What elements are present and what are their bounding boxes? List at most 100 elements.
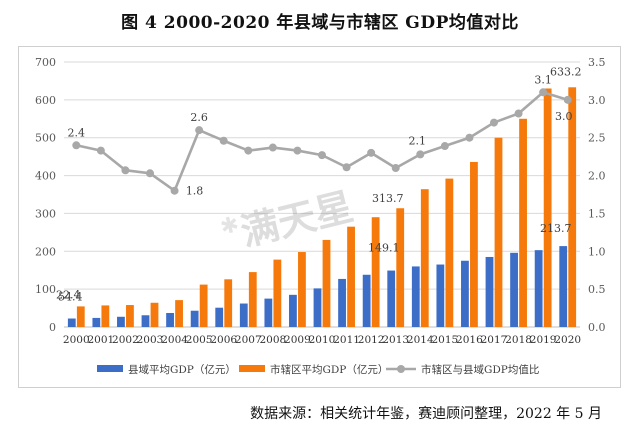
x-tick-label: 2013 [382, 334, 409, 346]
bar-county [117, 316, 125, 327]
data-label: 22.4 [56, 289, 81, 302]
data-label: 1.8 [186, 185, 204, 198]
ratio-point [244, 146, 253, 155]
watermark-star-icon: ✱ [218, 212, 242, 241]
x-tick-label: 2017 [481, 334, 508, 346]
bar-district [199, 284, 208, 327]
bar-district [248, 272, 257, 327]
ratio-point [342, 163, 351, 172]
x-tick-label: 2009 [284, 334, 311, 346]
bar-district [76, 306, 85, 327]
x-tick-label: 2019 [530, 334, 557, 346]
ratio-point [318, 151, 326, 160]
ratio-point [195, 126, 204, 135]
bar-county [166, 312, 174, 327]
bar-county [387, 270, 396, 327]
y-right-tick-label: 1.0 [588, 245, 606, 258]
y-left-tick-label: 500 [35, 132, 56, 145]
x-tick-label: 2000 [63, 334, 90, 346]
bar-county [534, 250, 543, 327]
y-left-tick-label: 200 [35, 245, 56, 258]
ratio-point [96, 146, 105, 155]
x-tick-label: 2004 [161, 334, 188, 346]
legend-marker [397, 365, 405, 373]
y-right-tick-label: 0.5 [588, 283, 606, 296]
y-right-tick-label: 3.5 [588, 56, 606, 69]
x-tick-label: 2016 [456, 334, 483, 346]
bar-county [362, 274, 371, 327]
data-label: 2.4 [68, 126, 86, 139]
legend-swatch [97, 365, 123, 372]
data-label: 3.1 [534, 73, 552, 86]
x-tick-label: 2010 [309, 334, 336, 346]
ratio-point [563, 95, 572, 104]
data-label: 2.1 [409, 134, 427, 147]
x-tick-label: 2003 [137, 334, 164, 346]
y-left-tick-label: 300 [35, 207, 56, 220]
bar-county [313, 288, 322, 327]
bar-district [494, 137, 503, 327]
legend-swatch [239, 365, 265, 372]
legend-label: 县域平均GDP（亿元） [128, 363, 236, 376]
legend-label: 市辖区与县域GDP均值比 [421, 363, 539, 376]
bar-district [543, 88, 552, 327]
bar-district [470, 161, 478, 327]
y-left-tick-label: 400 [35, 170, 56, 183]
x-tick-label: 2005 [186, 334, 213, 346]
bar-county [510, 252, 518, 327]
legend-label: 市辖区平均GDP（亿元） [270, 363, 388, 376]
bar-county [92, 317, 101, 327]
ratio-point [465, 133, 474, 142]
bar-county [461, 260, 469, 327]
y-left-tick-label: 0 [49, 321, 56, 334]
chart-title: 图 4 2000-2020 年县域与市辖区 GDP均值对比 [121, 13, 519, 33]
bar-district [224, 279, 233, 327]
y-left-tick-label: 600 [35, 94, 56, 107]
data-label: 2.6 [190, 111, 208, 124]
x-tick-label: 2002 [112, 334, 139, 346]
bar-district [347, 226, 355, 327]
bar-county [436, 264, 445, 327]
y-right-tick-label: 3.0 [588, 94, 606, 107]
bar-county [338, 278, 346, 327]
bar-district [445, 178, 454, 327]
bar-county [67, 318, 76, 327]
data-label: 313.7 [372, 192, 404, 205]
ratio-point [490, 118, 498, 127]
data-label: 213.7 [540, 222, 572, 235]
bar-district [568, 87, 577, 327]
bar-district [101, 305, 110, 327]
ratio-point [146, 169, 154, 178]
data-label: 54.4 [58, 290, 83, 303]
y-right-tick-label: 1.5 [588, 207, 606, 220]
x-tick-label: 2007 [235, 334, 262, 346]
y-left-tick-label: 100 [35, 283, 56, 296]
ratio-point [170, 186, 179, 195]
bar-county [289, 294, 297, 327]
y-right-tick-label: 2.5 [588, 132, 606, 145]
bar-county [239, 303, 248, 327]
ratio-point [72, 141, 81, 150]
ratio-point [219, 136, 228, 145]
ratio-point [514, 109, 523, 118]
bar-district [420, 189, 429, 327]
bar-district [150, 302, 159, 327]
bar-county [215, 307, 224, 327]
x-tick-label: 2006 [210, 334, 237, 346]
watermark-text: 满天星 [236, 184, 357, 254]
data-label: 3.0 [555, 110, 573, 123]
bar-district [273, 259, 282, 327]
bar-county [559, 246, 568, 327]
x-tick-label: 2008 [259, 334, 286, 346]
ratio-point [440, 142, 449, 151]
x-tick-label: 2015 [431, 334, 458, 346]
ratio-point [391, 164, 400, 172]
watermark-logo: 满天星✱ [218, 184, 358, 254]
ratio-point [293, 146, 302, 155]
y-left-tick-label: 700 [35, 56, 56, 69]
x-tick-label: 2018 [505, 334, 532, 346]
bar-district [175, 300, 183, 327]
y-right-tick-label: 0.0 [588, 321, 606, 334]
bar-county [411, 266, 420, 327]
